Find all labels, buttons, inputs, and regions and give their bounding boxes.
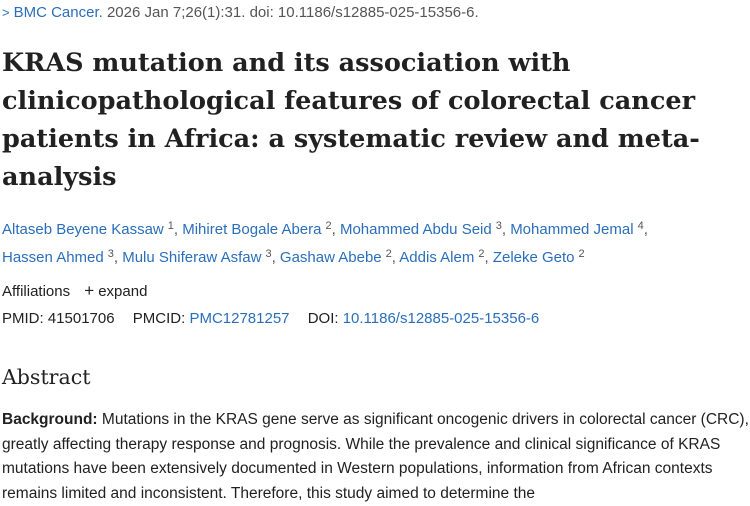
expand-label: expand: [98, 283, 148, 300]
title-line: patients in Africa: a systematic review …: [2, 124, 700, 154]
author-link[interactable]: Mohammed Abdu Seid 3: [339, 220, 502, 238]
affiliation-number[interactable]: 2: [578, 248, 585, 260]
expand-affiliations-button[interactable]: + expand: [84, 281, 148, 300]
pmcid-label: PMCID:: [132, 310, 186, 327]
affiliations-label: Affiliations: [2, 283, 71, 300]
title-line: KRAS mutation and its association with: [2, 48, 571, 78]
identifiers-row: PMID: 41501706 PMCID: PMC12781257 DOI: 1…: [2, 309, 539, 329]
doi-link[interactable]: 10.1186/s12885-025-15356-6: [342, 310, 540, 327]
author-link[interactable]: Mihiret Bogale Abera 2: [182, 220, 332, 238]
doi-label: DOI:: [307, 310, 339, 327]
title-line: clinicopathological features of colorect…: [2, 86, 696, 116]
pmid-value: 41501706: [47, 310, 115, 327]
author-link[interactable]: Mohammed Jemal 4: [510, 220, 644, 238]
abstract-background: Background: Mutations in the KRAS gene s…: [2, 408, 750, 506]
citation-details: 2026 Jan 7;26(1):31. doi: 10.1186/s12885…: [106, 4, 479, 21]
journal-citation: > BMC Cancer. 2026 Jan 7;26(1):31. doi: 1…: [2, 3, 479, 23]
background-label: Background:: [2, 411, 98, 428]
pmcid-link[interactable]: PMC12781257: [189, 310, 290, 327]
title-line: analysis: [2, 162, 117, 192]
chevron-right-icon: >: [2, 5, 10, 20]
affiliation-number[interactable]: 2: [478, 248, 485, 260]
author-list: Altaseb Beyene Kassaw 1, Mihiret Bogale A…: [2, 220, 648, 266]
affiliation-number[interactable]: 2: [325, 220, 332, 232]
affiliation-number[interactable]: 2: [385, 248, 392, 260]
author-link[interactable]: Gashaw Abebe 2: [279, 248, 392, 266]
affiliation-number[interactable]: 3: [265, 248, 272, 260]
plus-icon: +: [84, 281, 95, 300]
article-title: KRAS mutation and its association with c…: [2, 44, 732, 196]
abstract-heading: Abstract: [2, 365, 91, 389]
author-link[interactable]: Altaseb Beyene Kassaw 1: [2, 220, 174, 238]
affiliation-number[interactable]: 3: [495, 220, 502, 232]
author-link[interactable]: Zeleke Geto 2: [492, 248, 585, 266]
author-link[interactable]: Addis Alem 2: [399, 248, 485, 266]
author-link[interactable]: Hassen Ahmed 3: [2, 248, 114, 266]
affiliations-row: Affiliations + expand: [2, 281, 147, 302]
affiliation-number[interactable]: 1: [167, 220, 174, 232]
pmid-label: PMID:: [2, 310, 44, 327]
background-text: Mutations in the KRAS gene serve as sign…: [2, 411, 749, 502]
author-link[interactable]: Mulu Shiferaw Asfaw 3: [122, 248, 272, 266]
affiliation-number[interactable]: 3: [107, 248, 114, 260]
journal-link[interactable]: BMC Cancer.: [13, 4, 103, 21]
affiliation-number[interactable]: 4: [637, 220, 644, 232]
